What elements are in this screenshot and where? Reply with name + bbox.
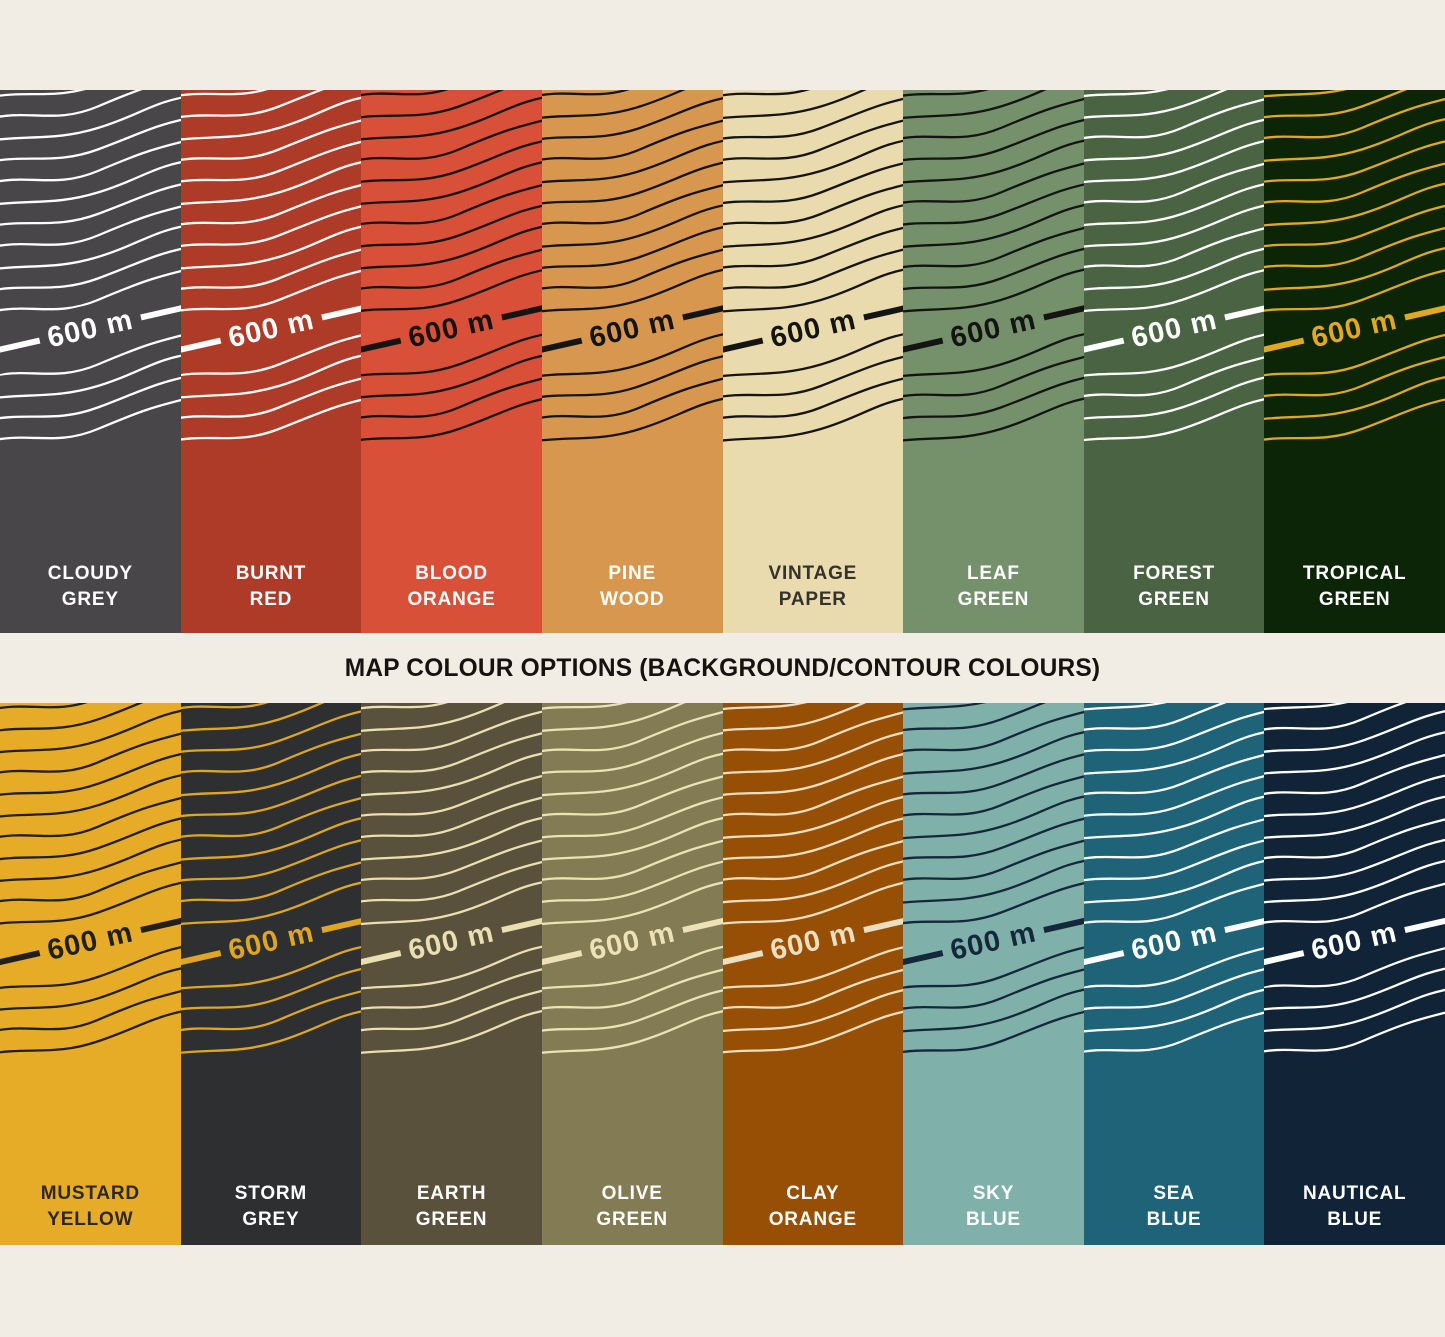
- swatch-label: NAUTICAL BLUE: [1302, 1183, 1407, 1230]
- swatch-blood-orange: 600 m BLOOD ORANGE: [361, 90, 542, 633]
- contour-pattern: 600 m: [361, 703, 542, 1054]
- top-row: 600 m CLOUDY GREY 600 m BURNT RED 600 m BLOOD…: [0, 90, 1445, 633]
- contour-pattern: 600 m: [361, 90, 542, 442]
- contour-pattern: 600 m: [541, 90, 723, 442]
- swatch-pine-wood: 600 m PINE WOOD: [541, 90, 723, 633]
- swatch-olive-green: 600 m OLIVE GREEN: [541, 703, 723, 1245]
- swatch-tropical-green: 600 m TROPICAL GREEN: [1264, 90, 1445, 633]
- swatch-label: LEAF GREEN: [957, 563, 1030, 610]
- swatch-sea-blue: 600 m SEA BLUE: [1083, 703, 1265, 1245]
- contour-pattern: 600 m: [903, 703, 1084, 1054]
- swatch-earth-green: 600 m EARTH GREEN: [361, 703, 542, 1245]
- swatch-label: TROPICAL GREEN: [1302, 563, 1407, 610]
- section-title: MAP COLOUR OPTIONS (BACKGROUND/CONTOUR C…: [344, 653, 1101, 682]
- swatch-label: CLOUDY GREY: [47, 563, 133, 610]
- contour-pattern: 600 m: [722, 90, 904, 442]
- contour-pattern: 600 m: [1264, 703, 1445, 1053]
- swatch-label: CLAY ORANGE: [768, 1183, 857, 1230]
- swatch-label: MUSTARD YELLOW: [40, 1183, 140, 1230]
- contour-pattern: 600 m: [1083, 703, 1265, 1053]
- swatch-mustard-yellow: 600 m MUSTARD YELLOW: [0, 703, 181, 1245]
- swatch-label: VINTAGE PAPER: [768, 563, 858, 610]
- swatch-burnt-red: 600 m BURNT RED: [180, 90, 362, 633]
- swatch-label: SEA BLUE: [1146, 1183, 1202, 1230]
- bottom-row: 600 m MUSTARD YELLOW 600 m STORM GREY 600 m E…: [0, 703, 1445, 1245]
- swatch-label: EARTH GREEN: [415, 1183, 488, 1230]
- contour-pattern: 600 m: [903, 90, 1084, 442]
- swatch-sky-blue: 600 m SKY BLUE: [903, 703, 1084, 1245]
- swatch-leaf-green: 600 m LEAF GREEN: [903, 90, 1084, 633]
- contour-pattern: 600 m: [1264, 90, 1445, 441]
- swatch-label: OLIVE GREEN: [596, 1183, 668, 1230]
- contour-pattern: 600 m: [180, 703, 362, 1054]
- swatch-nautical-blue: 600 m NAUTICAL BLUE: [1264, 703, 1445, 1245]
- contour-pattern: 600 m: [722, 703, 904, 1054]
- contour-pattern: 600 m: [180, 90, 362, 441]
- swatch-label: BLOOD ORANGE: [407, 563, 496, 610]
- swatch-cloudy-grey: 600 m CLOUDY GREY: [0, 90, 181, 633]
- swatch-label: PINE WOOD: [599, 563, 665, 610]
- contour-pattern: 600 m: [1083, 90, 1265, 442]
- contour-pattern: 600 m: [541, 703, 723, 1054]
- swatch-label: SKY BLUE: [965, 1183, 1021, 1230]
- swatch-storm-grey: 600 m STORM GREY: [180, 703, 362, 1245]
- swatch-clay-orange: 600 m CLAY ORANGE: [722, 703, 904, 1245]
- swatch-label: STORM GREY: [234, 1183, 308, 1230]
- swatch-vintage-paper: 600 m VINTAGE PAPER: [722, 90, 904, 633]
- swatch-forest-green: 600 m FOREST GREEN: [1083, 90, 1265, 633]
- contour-pattern: 600 m: [0, 90, 181, 441]
- swatch-label: BURNT RED: [235, 563, 307, 610]
- swatch-label: FOREST GREEN: [1133, 563, 1215, 610]
- contour-pattern: 600 m: [0, 703, 181, 1054]
